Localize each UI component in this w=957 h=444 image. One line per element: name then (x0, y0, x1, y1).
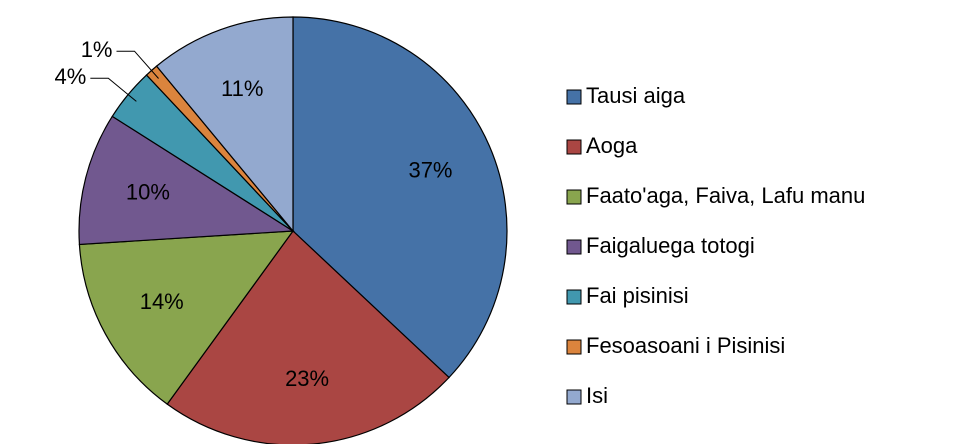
pie-slice (166, 230, 450, 444)
data-label: 4% (55, 64, 87, 89)
pie-slice (78, 115, 295, 246)
data-label: 23% (285, 366, 329, 391)
pie-slice (78, 230, 295, 405)
leader-line (90, 77, 137, 102)
data-label: 14% (140, 289, 184, 314)
legend-label: Faato'aga, Faiva, Lafu manu (586, 183, 865, 208)
legend-swatch (566, 289, 582, 305)
pie-slice (155, 16, 294, 233)
data-label: 1% (81, 37, 113, 62)
data-label: 37% (408, 157, 452, 182)
legend-swatch (566, 189, 582, 205)
pie-slice (292, 16, 508, 379)
legend-swatch (566, 139, 582, 155)
legend-label: Faigaluega totogi (586, 233, 755, 258)
legend-swatch (566, 389, 582, 405)
legend-label: Isi (586, 383, 608, 408)
legend-label: Aoga (586, 133, 638, 158)
legend-label: Fai pisinisi (586, 283, 689, 308)
legend-label: Fesoasoani i Pisinisi (586, 333, 785, 358)
legend-label: Tausi aiga (586, 83, 686, 108)
legend-swatch (566, 239, 582, 255)
data-label: 11% (221, 76, 263, 101)
legend-swatch (566, 339, 582, 355)
legend-swatch (566, 89, 582, 105)
data-label: 10% (126, 180, 170, 205)
leader-line (116, 50, 159, 79)
